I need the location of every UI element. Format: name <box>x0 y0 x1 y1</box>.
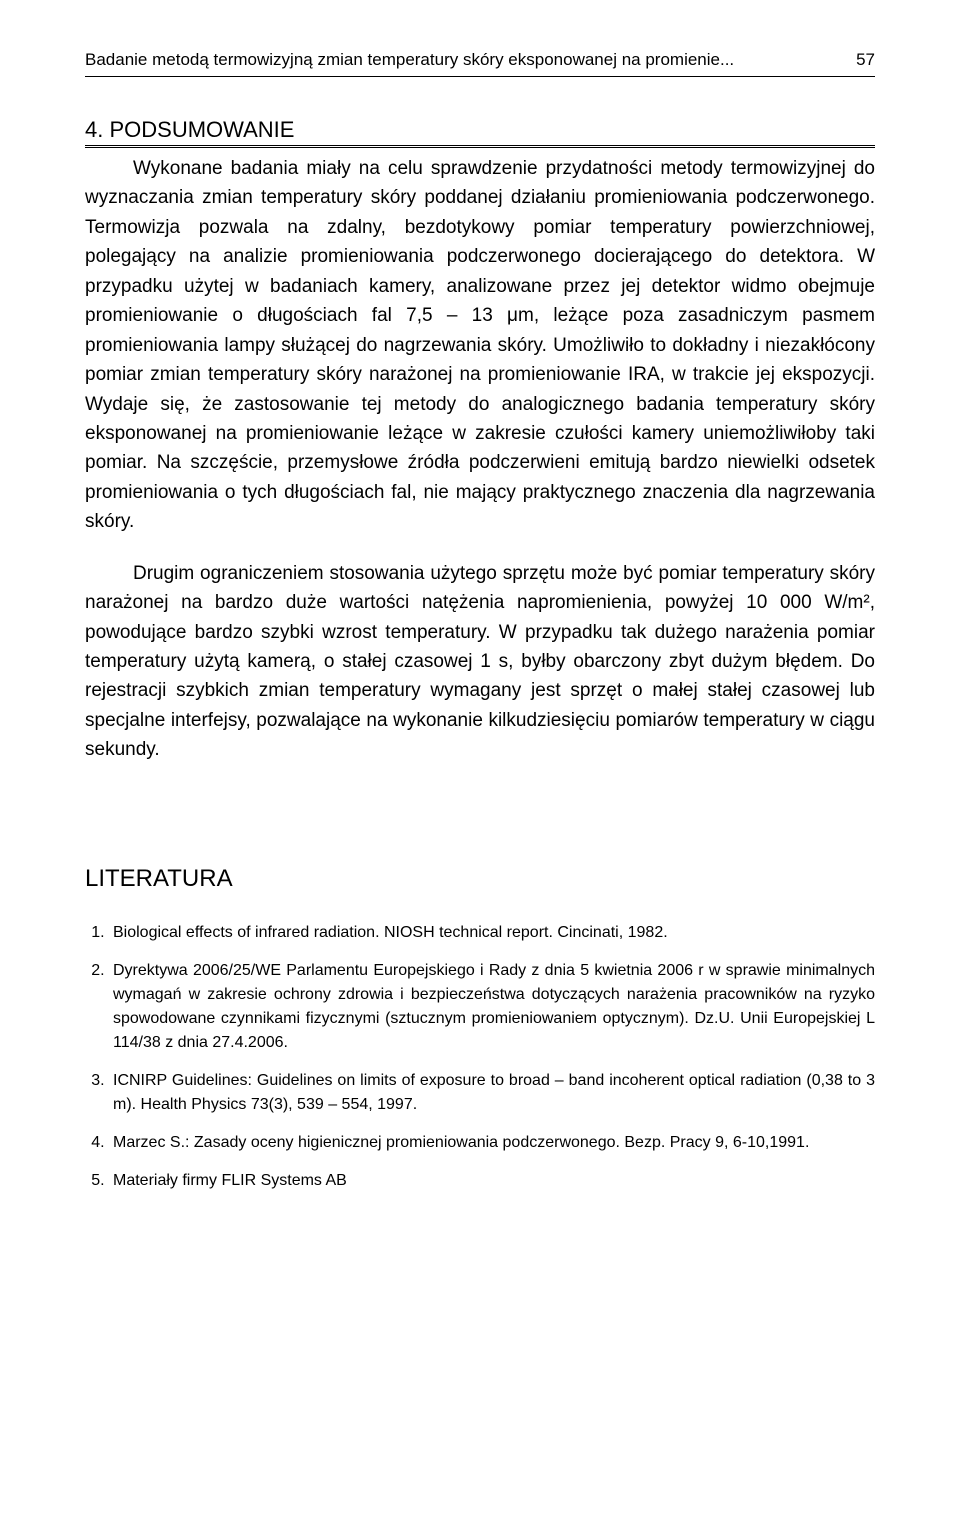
page-container: Badanie metodą termowizyjną zmian temper… <box>0 0 960 1267</box>
page-number: 57 <box>836 50 875 70</box>
reference-list: Biological effects of infrared radiation… <box>85 921 875 1193</box>
section-heading: 4. PODSUMOWANIE <box>85 117 875 148</box>
section-title: PODSUMOWANIE <box>109 117 294 142</box>
reference-item: Materiały firmy FLIR Systems AB <box>109 1169 875 1193</box>
literature-heading: LITERATURA <box>85 865 875 893</box>
reference-item: Biological effects of infrared radiation… <box>109 921 875 945</box>
running-title: Badanie metodą termowizyjną zmian temper… <box>85 50 734 70</box>
paragraph-1: Wykonane badania miały na celu sprawdzen… <box>85 154 875 537</box>
reference-item: Dyrektywa 2006/25/WE Parlamentu Europejs… <box>109 959 875 1055</box>
running-head: Badanie metodą termowizyjną zmian temper… <box>85 50 875 77</box>
reference-item: Marzec S.: Zasady oceny higienicznej pro… <box>109 1131 875 1155</box>
section-number: 4. <box>85 117 103 142</box>
paragraph-2: Drugim ograniczeniem stosowania użytego … <box>85 559 875 765</box>
reference-item: ICNIRP Guidelines: Guidelines on limits … <box>109 1069 875 1117</box>
